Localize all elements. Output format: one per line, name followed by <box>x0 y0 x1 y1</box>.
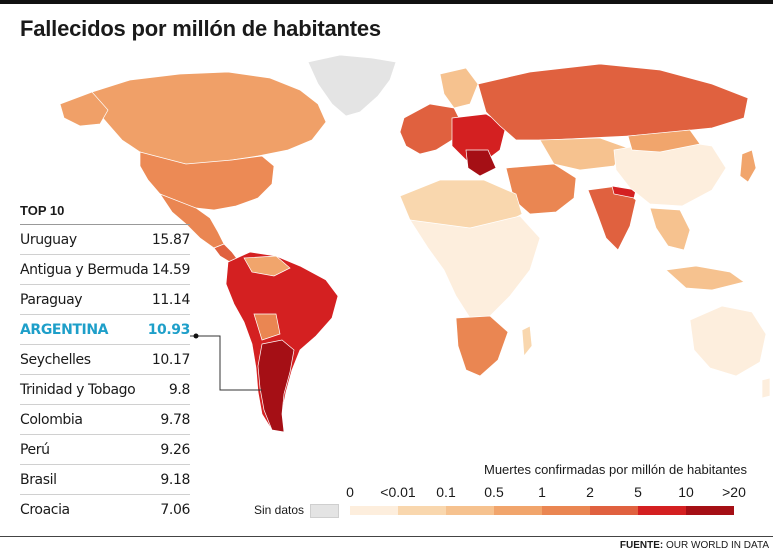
top10-value: 10.93 <box>147 321 191 338</box>
top10-country: Colombia <box>20 411 83 428</box>
top10-row: Trinidad y Tobago 9.8 <box>20 375 190 405</box>
top10-row: Antigua y Bermuda 14.59 <box>20 255 190 285</box>
region-africa-south <box>455 315 509 377</box>
region-venezuela <box>243 255 291 277</box>
map-title: Fallecidos por millón de habitantes <box>20 16 381 41</box>
top10-value: 9.8 <box>168 381 190 398</box>
region-new-zealand <box>761 377 771 399</box>
top10-value: 15.87 <box>151 231 190 248</box>
top10-row: Brasil 9.18 <box>20 465 190 495</box>
top-rule <box>0 0 773 4</box>
region-canada <box>91 71 327 165</box>
region-argentina <box>257 339 295 433</box>
legend-tick-label: 0 <box>346 484 354 500</box>
top10-heading: TOP 10 <box>20 203 190 225</box>
top10-value: 7.06 <box>160 501 190 518</box>
top10-value: 14.59 <box>151 261 190 278</box>
top10-list: Uruguay 15.87 Antigua y Bermuda 14.59 Paragu… <box>20 225 190 524</box>
region-africa-central <box>409 215 541 319</box>
legend-color-bar <box>350 506 734 515</box>
region-japan <box>739 149 757 183</box>
top10-country: Trinidad y Tobago <box>20 381 136 398</box>
region-alaska <box>59 91 109 127</box>
top10-row: Paraguay 11.14 <box>20 285 190 315</box>
top10-value: 9.26 <box>160 441 190 458</box>
legend-tick-label: 1 <box>538 484 546 500</box>
legend-ticks: 0 <0.01 0.1 0.5 1 2 5 10 >20 <box>336 484 746 502</box>
no-data-swatch <box>310 504 339 518</box>
top10-country: Brasil <box>20 471 57 488</box>
region-greenland <box>307 54 397 117</box>
argentina-leader-line <box>190 335 262 391</box>
region-southeast-asia <box>649 207 691 251</box>
top10-country: ARGENTINA <box>20 321 109 338</box>
legend-title: Muertes confirmadas por millón de habita… <box>484 462 748 477</box>
top10-country: Perú <box>20 441 50 458</box>
region-australia <box>689 305 767 377</box>
no-data-label: Sin datos <box>254 503 305 517</box>
top10-value: 9.78 <box>160 411 190 428</box>
region-nepal <box>611 185 637 199</box>
top10-country: Antigua y Bermuda <box>20 261 149 278</box>
legend-swatch <box>494 506 542 515</box>
top10-country: Paraguay <box>20 291 83 308</box>
region-europe-east <box>451 113 507 163</box>
legend-tick-label: 0.1 <box>436 484 456 500</box>
top10-panel: TOP 10 Uruguay 15.87 Antigua y Bermuda 14.5… <box>20 203 190 524</box>
legend-swatch <box>350 506 398 515</box>
region-usa <box>139 151 275 211</box>
legend-tick-label: 10 <box>678 484 694 500</box>
source-text: OUR WORLD IN DATA <box>666 540 769 551</box>
region-russia <box>477 63 749 141</box>
top10-row: Seychelles 10.17 <box>20 345 190 375</box>
legend-swatch <box>446 506 494 515</box>
top10-row: Croacia 7.06 <box>20 495 190 524</box>
top10-value: 10.17 <box>151 351 190 368</box>
legend-swatch <box>638 506 686 515</box>
source-note: FUENTE: OUR WORLD IN DATA <box>620 540 769 551</box>
region-mongolia <box>627 129 701 153</box>
legend-tick-label: 0.5 <box>484 484 504 500</box>
bottom-rule <box>0 536 773 537</box>
top10-row: Colombia 9.78 <box>20 405 190 435</box>
top10-value: 11.14 <box>151 291 190 308</box>
region-indonesia <box>665 265 745 291</box>
legend-tick-label: 2 <box>586 484 594 500</box>
top10-country: Croacia <box>20 501 70 518</box>
top10-row: Uruguay 15.87 <box>20 225 190 255</box>
legend-tick-label: >20 <box>722 484 746 500</box>
region-bolivia <box>253 313 281 341</box>
top10-country: Uruguay <box>20 231 77 248</box>
legend-swatch <box>398 506 446 515</box>
top10-row: Perú 9.26 <box>20 435 190 465</box>
legend-swatch <box>542 506 590 515</box>
top10-row: ARGENTINA 10.93 <box>20 315 190 345</box>
top10-country: Seychelles <box>20 351 91 368</box>
argentina-leader-dot <box>193 333 199 339</box>
region-balkans <box>465 149 497 177</box>
source-label: FUENTE: <box>619 540 664 551</box>
region-europe-west <box>399 103 463 155</box>
legend-tick-label: 5 <box>634 484 642 500</box>
region-madagascar <box>521 325 533 357</box>
legend-swatch <box>590 506 638 515</box>
legend-tick-label: <0.01 <box>380 484 416 500</box>
legend-swatch <box>686 506 734 515</box>
top10-value: 9.18 <box>160 471 190 488</box>
region-scandinavia <box>439 67 479 109</box>
